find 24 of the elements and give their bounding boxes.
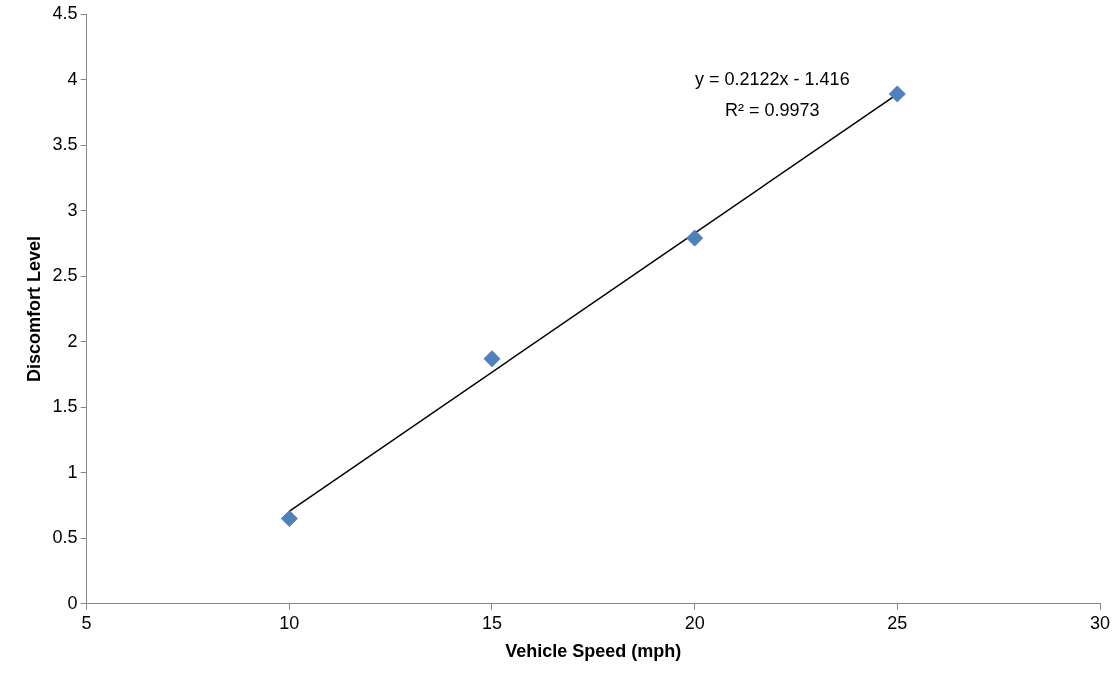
point xyxy=(483,350,501,368)
x-tick-label: 20 xyxy=(684,612,705,633)
x-tick-label: 15 xyxy=(481,612,502,633)
y-tick-label: 3.5 xyxy=(52,134,78,155)
y-tick-label: 0.5 xyxy=(52,527,78,548)
y-tick-label: 4 xyxy=(67,68,78,89)
y-tick-label: 2 xyxy=(67,330,78,351)
y-tick-label: 4.5 xyxy=(52,2,78,23)
x-axis-title: Vehicle Speed (mph) xyxy=(505,641,682,662)
x-tick-label: 30 xyxy=(1089,612,1111,633)
y-axis-title: Discomfort Level xyxy=(23,235,44,382)
y-tick-label: 1 xyxy=(67,461,78,482)
y-tick-label: 3 xyxy=(67,199,78,220)
x-tick-label: 10 xyxy=(279,612,300,633)
point xyxy=(686,229,704,247)
y-tick-label: 0 xyxy=(67,592,78,613)
y-tick-label: 1.5 xyxy=(52,396,78,417)
x-tick-label: 5 xyxy=(81,612,92,633)
point xyxy=(280,510,298,528)
annotation: R² = 0.9973 xyxy=(725,100,820,121)
y-tick-label: 2.5 xyxy=(52,265,78,286)
x-tick-label: 25 xyxy=(887,612,908,633)
point xyxy=(888,85,906,103)
annotation: y = 0.2122x - 1.416 xyxy=(695,69,850,90)
